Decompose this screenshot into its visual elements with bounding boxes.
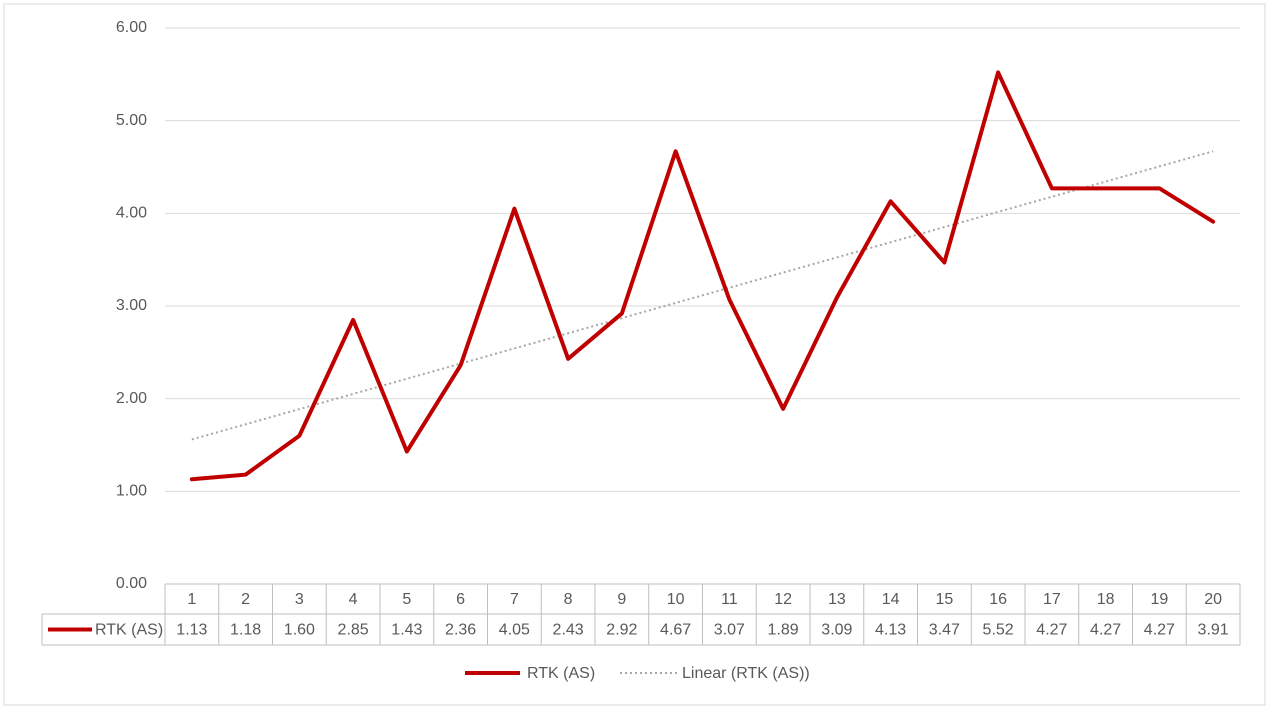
trendline [191, 150, 1214, 441]
table-row-label: RTK (AS) [95, 622, 163, 639]
x-tick-label: 11 [721, 591, 738, 608]
data-table-value: 3.09 [821, 622, 852, 639]
x-tick-label: 17 [1043, 591, 1061, 608]
y-tick-label: 3.00 [116, 297, 147, 314]
x-tick-label: 15 [935, 591, 953, 608]
y-tick-label: 4.00 [116, 205, 147, 222]
data-table-value: 4.27 [1036, 622, 1067, 639]
data-table-value: 4.67 [660, 622, 691, 639]
data-table-value: 4.27 [1144, 622, 1175, 639]
data-table-value: 3.47 [929, 622, 960, 639]
y-tick-label: 0.00 [116, 575, 147, 592]
x-tick-label: 4 [349, 591, 358, 608]
y-tick-label: 6.00 [116, 19, 147, 36]
data-table-value: 2.43 [553, 622, 584, 639]
data-table-value: 5.52 [983, 622, 1014, 639]
x-tick-label: 1 [187, 591, 196, 608]
x-tick-label: 9 [617, 591, 626, 608]
data-table-value: 2.36 [445, 622, 476, 639]
data-table-value: 1.60 [284, 622, 315, 639]
y-tick-label: 2.00 [116, 390, 147, 407]
y-tick-label: 5.00 [116, 112, 147, 129]
x-tick-label: 19 [1150, 591, 1168, 608]
data-table-value: 1.18 [230, 622, 261, 639]
x-tick-label: 12 [774, 591, 792, 608]
data-table-value: 4.27 [1090, 622, 1121, 639]
data-table-value: 4.05 [499, 622, 530, 639]
data-table-value: 4.13 [875, 622, 906, 639]
x-tick-label: 10 [667, 591, 685, 608]
data-table-value: 1.43 [391, 622, 422, 639]
x-tick-label: 13 [828, 591, 846, 608]
x-tick-label: 14 [882, 591, 900, 608]
x-tick-label: 18 [1097, 591, 1115, 608]
series-line [189, 70, 1216, 482]
x-tick-label: 3 [295, 591, 304, 608]
y-tick-label: 1.00 [116, 483, 147, 500]
x-tick-label: 5 [402, 591, 411, 608]
data-table-value: 3.91 [1198, 622, 1229, 639]
x-tick-label: 20 [1204, 591, 1222, 608]
legend-label: Linear (RTK (AS)) [682, 665, 810, 682]
data-table-value: 1.89 [768, 622, 799, 639]
data-table-value: 2.85 [338, 622, 369, 639]
x-tick-label: 7 [510, 591, 519, 608]
x-tick-label: 16 [989, 591, 1007, 608]
x-tick-label: 6 [456, 591, 465, 608]
data-table-value: 1.13 [176, 622, 207, 639]
x-tick-label: 8 [564, 591, 573, 608]
data-table-value: 3.07 [714, 622, 745, 639]
x-tick-label: 2 [241, 591, 250, 608]
legend-label: RTK (AS) [527, 665, 595, 682]
data-table-value: 2.92 [606, 622, 637, 639]
